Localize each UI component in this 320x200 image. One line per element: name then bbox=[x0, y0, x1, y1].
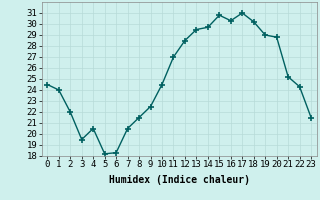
X-axis label: Humidex (Indice chaleur): Humidex (Indice chaleur) bbox=[109, 175, 250, 185]
